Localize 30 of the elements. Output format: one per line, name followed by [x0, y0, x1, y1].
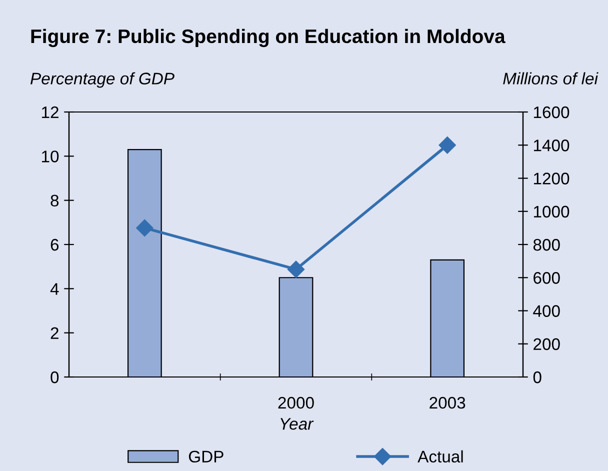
y2-tick-label: 800 [533, 238, 560, 251]
y-tick-label: 0 [50, 371, 59, 384]
legend-label: Actual [418, 450, 463, 463]
y2-tick-label: 400 [533, 305, 560, 317]
x-tick-label: 2000 [278, 396, 314, 409]
y-tick-label: 8 [50, 194, 59, 207]
y-axis-title: Percentage of GDP [30, 72, 174, 88]
y2-tick-label: 0 [533, 371, 542, 384]
y2-tick-label: 200 [534, 338, 560, 350]
y-tick-label: 10 [42, 150, 59, 162]
chart-title: Figure 7: Public Spending on Education in Moldova [31, 28, 506, 48]
y2-tick-label: 600 [534, 272, 560, 284]
point [136, 219, 154, 236]
point [438, 136, 456, 154]
y-tick-label: 6 [50, 238, 59, 251]
bar [278, 277, 314, 377]
x-axis-title: Year [280, 418, 314, 430]
y2-tick-label: 1600 [534, 106, 570, 118]
bar [127, 148, 162, 377]
y2-tick-label: 1200 [534, 172, 570, 184]
y-tick-label: 12 [42, 106, 58, 118]
y-tick-label: 2 [50, 327, 58, 339]
point [287, 260, 305, 278]
legend-label: GDP [188, 450, 224, 463]
x-tick-label: 2003 [430, 396, 466, 409]
bar [430, 259, 465, 377]
y2-tick-label: 1400 [534, 140, 570, 152]
y2-axis-title: Millions of lei [503, 72, 598, 84]
y-tick-label: 4 [50, 283, 59, 295]
y2-tick-label: 1000 [534, 206, 570, 218]
